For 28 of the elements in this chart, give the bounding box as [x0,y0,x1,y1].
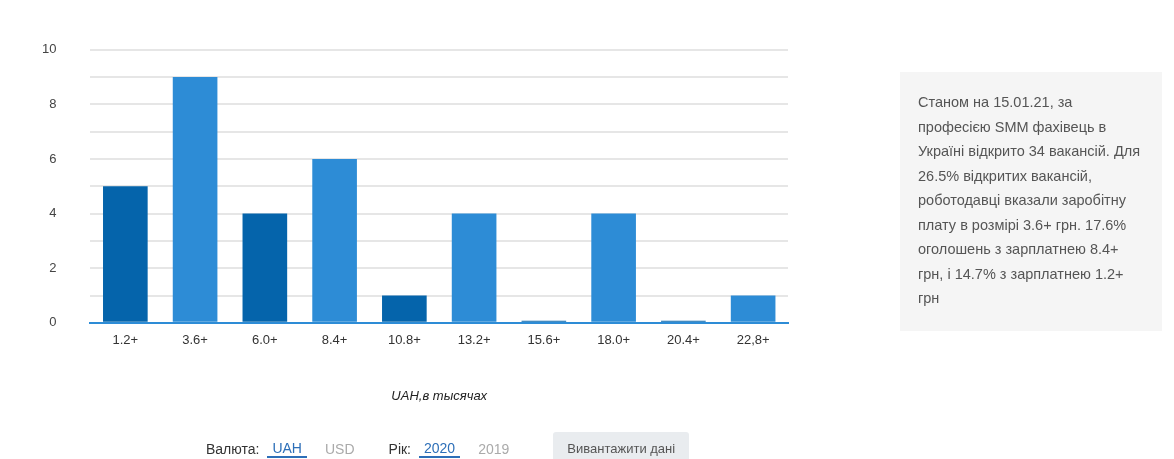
x-tick-label: 18.0+ [597,332,631,348]
text: Станом на 15.01.21, за професією SMM фахівець в Україні відкрито 34 вакансій. Для 26.5% відкритих вакансій, роботодавці вказали заробітну плату в розмірі 3.6+ грн. 17.6% оголошень з зарплатнею 8.4+ грн, і 14.7% з зарплатнею 1.2+ грн [918,94,1141,306]
text: 2019 [478,440,510,457]
x-tick-label: 8.4+ [321,332,348,348]
y-tick-label: 8 [49,95,57,111]
x-tick-label: 1.2+ [112,332,139,348]
text: 2020 [419,439,461,458]
bar [382,295,427,322]
text: Рік: [388,440,412,457]
y-tick-label: 4 [49,205,57,221]
y-tick-label: 6 [49,150,57,166]
x-tick-label: 6.0+ [252,332,278,348]
x-tick-label: 22,8+ [736,332,770,348]
text: UAH [267,439,307,458]
x-axis-title: UAH,в тысячах [391,387,488,403]
x-tick-label: 3.6+ [182,332,208,348]
bar [103,186,148,322]
x-tick-label: 13.2+ [457,332,491,348]
bar [242,213,288,322]
text: Вивантажити дані [553,432,690,459]
y-tick-label: 2 [49,259,57,275]
x-tick-label: 15.6+ [527,332,561,348]
text: Валюта: [206,440,260,457]
x-tick-label: 10.8+ [387,332,421,348]
x-tick-label: 20.4+ [666,332,700,348]
y-tick-label: 0 [49,314,57,330]
text: USD [324,440,355,457]
y-tick-label: 10 [41,41,57,57]
